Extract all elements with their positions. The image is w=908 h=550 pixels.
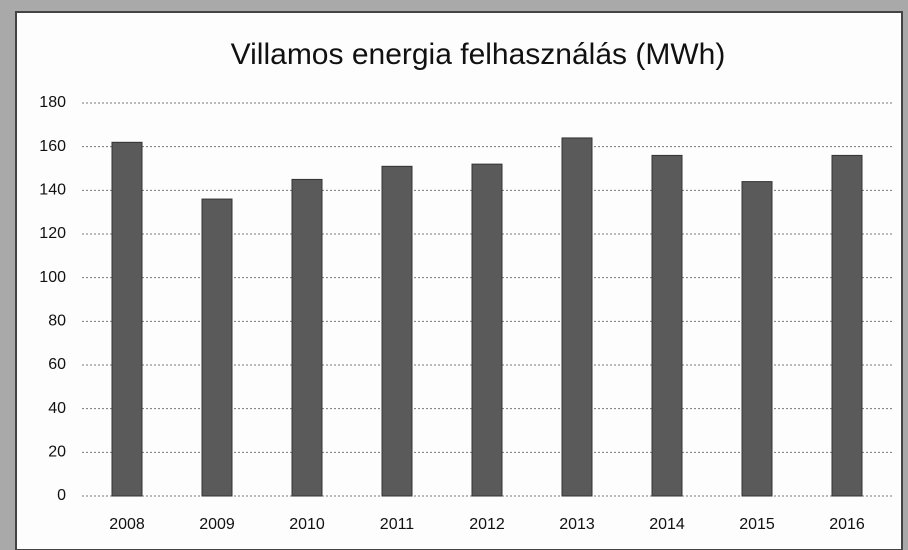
y-tick-label: 0 — [57, 487, 66, 504]
y-tick-label: 120 — [39, 225, 66, 242]
y-tick-label: 80 — [48, 313, 66, 330]
x-tick-label: 2008 — [109, 516, 145, 533]
x-tick-label: 2011 — [380, 516, 415, 533]
bar — [381, 165, 413, 497]
x-tick-label: 2016 — [829, 516, 865, 533]
x-tick-label: 2013 — [559, 516, 595, 533]
bar — [651, 154, 683, 497]
y-tick-label: 40 — [48, 400, 66, 417]
bar — [201, 198, 233, 497]
y-tick-label: 20 — [48, 444, 66, 461]
x-tick-label: 2012 — [469, 516, 505, 533]
bar — [741, 181, 773, 497]
y-tick-label: 140 — [39, 182, 66, 199]
x-tick-label: 2010 — [289, 516, 325, 533]
y-tick-label: 60 — [48, 356, 66, 373]
bar — [561, 137, 593, 497]
y-tick-label: 100 — [39, 269, 66, 286]
x-tick-label: 2014 — [649, 516, 685, 533]
bar — [111, 141, 143, 497]
y-tick-label: 180 — [39, 94, 66, 111]
bar — [831, 154, 863, 497]
chart-title: Villamos energia felhasználás (MWh) — [231, 38, 726, 71]
bar — [471, 163, 503, 497]
x-tick-label: 2015 — [739, 516, 775, 533]
y-tick-label: 160 — [39, 138, 66, 155]
bar — [291, 178, 323, 497]
x-tick-label: 2009 — [199, 516, 235, 533]
